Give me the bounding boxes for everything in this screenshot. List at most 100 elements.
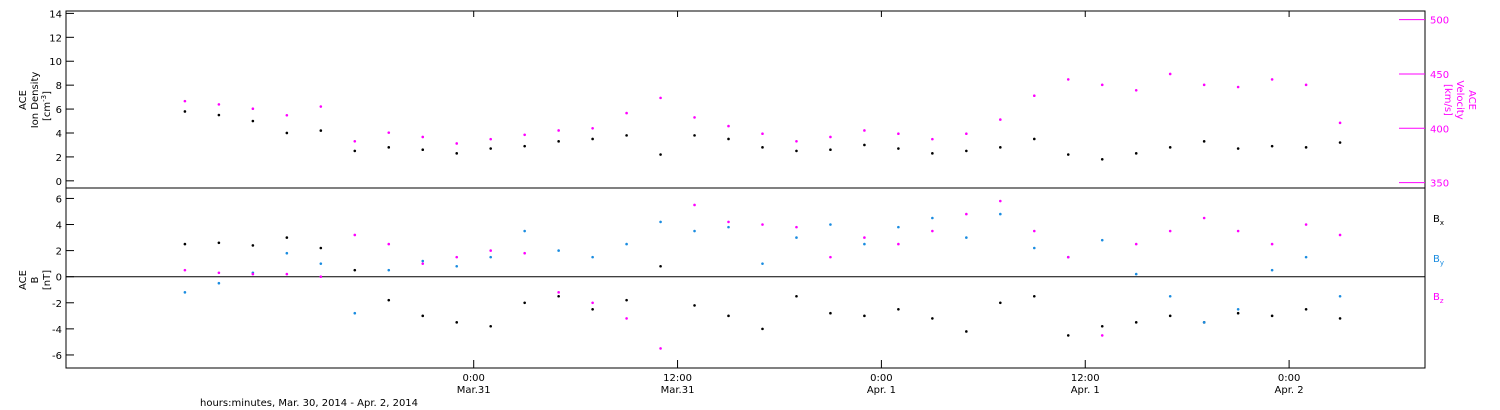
velocity-point (1338, 121, 1342, 125)
velocity-point (999, 118, 1002, 121)
by-point (965, 236, 968, 239)
x-axis-title: hours:minutes, Mar. 30, 2014 - Apr. 2, 2… (200, 398, 418, 409)
density-tick-label: 8 (56, 81, 62, 92)
velocity-point (591, 126, 594, 130)
velocity-axis-label-line1: ACE (1466, 90, 1477, 110)
density-point (1202, 140, 1206, 143)
density-point (999, 146, 1002, 149)
bx-point (1134, 321, 1138, 324)
svg-text:[cm-3]: [cm-3] (40, 91, 53, 121)
velocity-point (387, 131, 391, 134)
bz-point (557, 291, 560, 294)
bz-point (387, 242, 391, 246)
velocity-point (659, 96, 662, 100)
density-point (727, 137, 730, 141)
bottom-panel-frame (65, 187, 1426, 369)
density-point (421, 148, 425, 152)
by-point (319, 262, 323, 265)
bz-point (1304, 223, 1308, 226)
date-tick-label: Apr. 1 (867, 385, 896, 396)
bx-point (591, 308, 594, 311)
bx-point (659, 264, 662, 268)
time-tick-label: 12:00 (663, 373, 692, 384)
velocity-point (1032, 94, 1036, 97)
bfield-axis-unit: [nT] (42, 270, 53, 290)
velocity-point (795, 140, 798, 143)
density-point (523, 144, 526, 148)
bz-point (693, 203, 696, 207)
velocity-point (251, 107, 255, 111)
bx-point (693, 304, 696, 307)
by-point (353, 311, 357, 315)
time-tick-label: 0:00 (462, 373, 484, 384)
by-point (727, 225, 730, 229)
velocity-point (1270, 78, 1274, 81)
velocity-point (523, 133, 526, 137)
legend-bz: Bz (1433, 292, 1444, 305)
by-point (591, 255, 594, 259)
bx-point (795, 294, 798, 298)
density-point (387, 146, 391, 149)
bz-point (1168, 229, 1172, 233)
by-point (761, 262, 764, 265)
bx-point (1168, 314, 1172, 318)
by-point (693, 229, 696, 233)
density-tick-label: 2 (56, 153, 62, 164)
by-point (1168, 294, 1172, 298)
density-axis-label-line2: Ion Density (30, 72, 41, 129)
density-point (285, 131, 289, 135)
bz-point (659, 347, 662, 350)
velocity-point (693, 116, 696, 119)
bz-point (1202, 216, 1206, 220)
density-point (659, 153, 662, 156)
velocity-tick-label: 350 (1430, 179, 1449, 190)
velocity-point (625, 111, 628, 115)
bx-point (999, 301, 1002, 305)
bz-point (1270, 242, 1274, 246)
density-axis-label: ACE Ion Density [cm-3] (18, 72, 53, 129)
bx-point (285, 236, 289, 239)
by-point (421, 259, 425, 263)
by-point (999, 212, 1002, 216)
density-point (693, 134, 696, 137)
bz-point (965, 212, 968, 216)
bx-point (183, 242, 187, 246)
bx-point (489, 324, 492, 328)
date-tick-label: Mar.31 (457, 385, 491, 396)
density-point (591, 137, 594, 141)
velocity-point (183, 99, 187, 103)
velocity-point (217, 103, 221, 106)
density-point (1134, 152, 1138, 155)
bx-point (353, 268, 357, 272)
by-point (829, 223, 832, 226)
velocity-point (727, 124, 730, 128)
by-point (1270, 268, 1274, 272)
bfield-tick-label: -2 (52, 299, 62, 310)
bx-point (319, 246, 323, 250)
date-tick-label: Mar.31 (661, 385, 695, 396)
density-point (1168, 146, 1172, 149)
time-tick-label: 12:00 (1071, 373, 1100, 384)
bz-point (1134, 242, 1138, 246)
density-point (1338, 141, 1342, 144)
velocity-point (1134, 88, 1138, 92)
density-axis-label-line1: ACE (18, 90, 29, 110)
density-velocity-panel: 0 2 4 6 8 10 12 14 350 400 450 500 (49, 9, 1449, 189)
velocity-point (489, 137, 492, 141)
bx-point (897, 308, 900, 311)
velocity-point (319, 105, 323, 108)
bz-point (829, 255, 832, 259)
density-point (251, 119, 255, 123)
top-panel-frame (65, 10, 1426, 189)
bx-point (1066, 334, 1070, 337)
by-point (557, 249, 560, 252)
bx-point (727, 314, 730, 318)
by-point (795, 236, 798, 239)
bx-point (387, 298, 391, 302)
density-point (455, 152, 459, 155)
by-point (217, 281, 221, 285)
bx-point (523, 301, 526, 305)
by-point (1032, 246, 1036, 250)
